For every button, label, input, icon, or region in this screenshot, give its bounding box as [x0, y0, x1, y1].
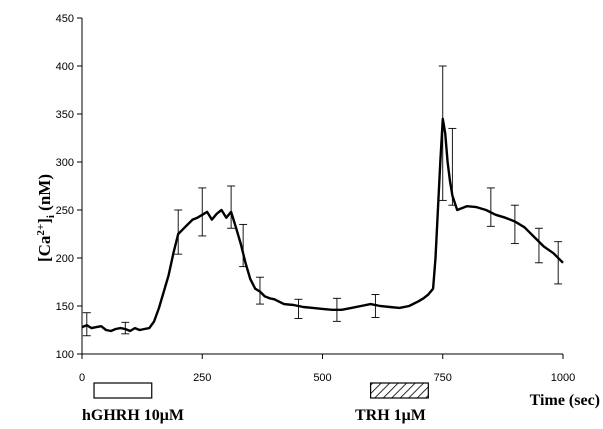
stimulus-label-1: TRH 1μM: [355, 407, 426, 424]
y-tick-label: 350: [56, 109, 74, 121]
y-tick-label: 400: [56, 61, 74, 73]
x-tick-label: 250: [193, 372, 211, 384]
x-tick-label: 0: [79, 372, 85, 384]
error-bars: [82, 65, 563, 337]
y-tick-label: 250: [56, 205, 74, 217]
x-axis-title: Time (sec): [530, 392, 600, 409]
x-axis: 0 250 500 750 1000: [79, 353, 575, 384]
x-tick-label: 1000: [551, 372, 575, 384]
y-tick-label: 300: [56, 157, 74, 169]
y-tick-label: 200: [56, 253, 74, 265]
x-tick-label: 750: [434, 372, 452, 384]
stimulus-bar-1: [370, 382, 429, 399]
series-line-calcium: [81, 117, 564, 333]
y-axis: 100 150 200 250 300 350 400 450: [56, 13, 83, 361]
x-tick-label: 500: [313, 372, 331, 384]
y-tick-label: 450: [56, 13, 74, 25]
stimulus-label-0: hGHRH 10μM: [82, 407, 184, 424]
stimulus-bars: hGHRH 10μM TRH 1μM: [82, 382, 429, 424]
y-tick-label: 100: [56, 349, 74, 361]
y-tick-label: 150: [56, 301, 74, 313]
stimulus-bar-0: [93, 382, 153, 399]
y-axis-title: [Ca2+]i (nM): [35, 174, 57, 262]
